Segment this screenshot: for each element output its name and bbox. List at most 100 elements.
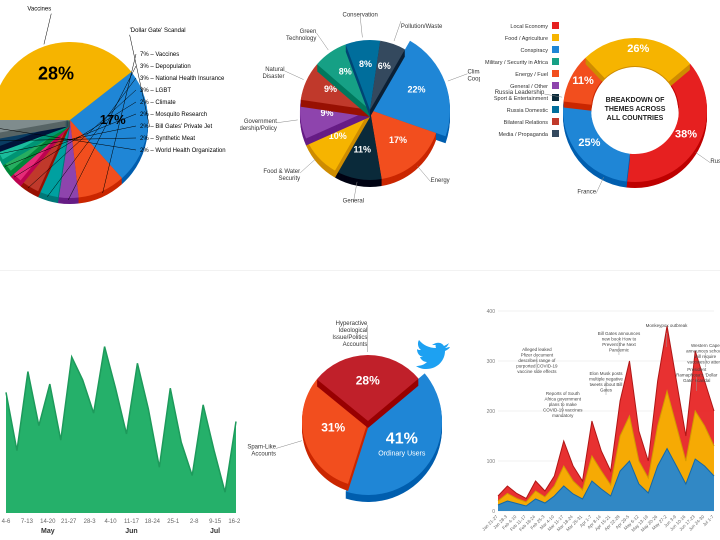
svg-text:Media / Propaganda: Media / Propaganda [498,132,548,138]
svg-text:28-3: 28-3 [84,519,97,525]
svg-text:Security: Security [278,176,300,182]
svg-text:17%: 17% [389,135,407,145]
svg-text:vaccines to attend: vaccines to attend [687,360,720,365]
svg-text:28%: 28% [356,374,380,388]
svg-text:300: 300 [487,359,496,365]
svg-text:Accounts: Accounts [343,342,368,348]
svg-text:400: 400 [487,309,496,315]
svg-text:Bill Gates announces: Bill Gates announces [598,331,641,336]
svg-text:2% – Mosquito Research: 2% – Mosquito Research [140,112,207,118]
themes-donut: Local EconomyFood / AgricultureConspirac… [480,0,720,270]
svg-text:Russia: Russia [710,159,720,165]
svg-text:Ideological: Ideological [339,328,368,334]
svg-text:Russia Domestic: Russia Domestic [507,108,549,114]
svg-text:BREAKDOWN OF: BREAKDOWN OF [606,97,665,104]
svg-text:Leadership/Policy: Leadership/Policy [240,126,277,132]
svg-text:Local Economy: Local Economy [510,24,548,30]
svg-text:Vaccines: Vaccines [27,7,51,13]
svg-text:9-15: 9-15 [209,519,222,525]
svg-text:11%: 11% [354,145,372,155]
svg-text:3% – National Health Insurance: 3% – National Health Insurance [140,76,225,82]
svg-text:Africa government: Africa government [545,397,582,402]
svg-text:Jun: Jun [125,528,137,535]
svg-text:Monkeypox outbreak: Monkeypox outbreak [646,323,689,328]
svg-text:2% – World Health Organization: 2% – World Health Organization [140,148,226,154]
svg-text:Cooperation: Cooperation [467,77,480,83]
svg-text:Military / Security in Africa: Military / Security in Africa [485,60,549,66]
svg-text:26%: 26% [627,43,649,55]
svg-text:multiple negative: multiple negative [589,377,623,382]
climate-pie: 22%ClimateCooperation17%Energy11%General… [240,0,480,270]
svg-text:President: President [687,367,707,372]
svg-text:Food & Water: Food & Water [263,169,300,175]
svg-text:new book How to: new book How to [602,337,637,342]
svg-text:14-20: 14-20 [40,519,56,525]
svg-text:Ordinary Users: Ordinary Users [378,451,426,458]
svg-text:25-1: 25-1 [167,519,180,525]
svg-text:Climate: Climate [467,70,480,76]
svg-text:THEMES ACROSS: THEMES ACROSS [605,106,666,113]
svg-text:200: 200 [487,409,496,415]
svg-text:38%: 38% [675,129,697,141]
svg-text:7-13: 7-13 [21,519,34,525]
svg-text:May: May [41,528,55,535]
green-area: 4-67-1314-2021-2728-34-1011-1718-2425-12… [0,271,240,540]
svg-text:7% – Vaccines: 7% – Vaccines [140,52,179,58]
svg-text:Jul: Jul [210,528,220,535]
svg-text:Pollution/Waste: Pollution/Waste [401,24,443,30]
svg-text:Conspiracy: Conspiracy [520,48,548,54]
svg-text:2% – Climate: 2% – Climate [140,100,176,106]
svg-text:vaccine side effects: vaccine side effects [517,369,557,374]
users-pie: 41%Ordinary Users31%Spam-LikeAccounts28%… [240,271,480,540]
svg-text:Technology: Technology [286,36,316,42]
svg-text:2% – Synthetic Meat: 2% – Synthetic Meat [140,136,195,142]
svg-text:16-22: 16-22 [228,519,240,525]
svg-text:11%: 11% [572,75,594,87]
svg-text:4-6: 4-6 [2,519,11,525]
svg-text:Government: Government [244,119,277,125]
svg-text:Pandemic: Pandemic [609,348,630,353]
svg-text:Elon Musk posts: Elon Musk posts [589,371,623,376]
svg-text:Pfizer document: Pfizer document [521,353,554,358]
svg-text:41%: 41% [386,431,418,448]
svg-text:4-10: 4-10 [105,519,118,525]
svg-text:ALL COUNTRIES: ALL COUNTRIES [607,115,664,122]
svg-text:Jul 1-7: Jul 1-7 [702,514,715,527]
svg-text:22%: 22% [407,85,425,95]
svg-text:Ramaphosa's 'Dollar: Ramaphosa's 'Dollar [676,373,718,378]
svg-text:Sport & Entertainment: Sport & Entertainment [494,96,549,102]
svg-text:21-27: 21-27 [61,519,77,525]
svg-text:Bilateral Relations: Bilateral Relations [504,120,549,126]
svg-text:Russia Leadership: Russia Leadership [495,90,545,96]
svg-text:Energy / Fuel: Energy / Fuel [515,72,548,78]
svg-text:3% – LGBT: 3% – LGBT [140,88,171,94]
svg-text:Energy: Energy [431,178,450,184]
svg-text:31%: 31% [321,420,345,434]
svg-text:8%: 8% [339,66,352,76]
svg-text:11-17: 11-17 [124,519,140,525]
svg-text:Prevent the Next: Prevent the Next [602,342,636,347]
svg-text:2% – Bill Gates' Private Jet: 2% – Bill Gates' Private Jet [140,124,213,130]
svg-text:8%: 8% [359,59,372,69]
svg-text:6%: 6% [378,61,391,71]
svg-text:announces schools: announces schools [686,349,720,354]
svg-text:'Dollar Gate' Scandal: 'Dollar Gate' Scandal [130,28,186,34]
svg-text:Conservation: Conservation [342,13,377,19]
svg-text:Accounts: Accounts [251,451,276,457]
svg-text:25%: 25% [578,137,600,149]
svg-text:2-8: 2-8 [190,519,199,525]
svg-text:Natural: Natural [265,67,284,73]
svg-text:Reports of South: Reports of South [546,391,580,396]
svg-text:France: France [577,189,596,195]
svg-text:100: 100 [487,459,496,465]
svg-text:Gates: Gates [600,388,613,393]
vaccines-pie: 28%Vaccines17%'Dollar Gate' Scandal7% – … [0,0,240,270]
svg-text:Alleged leaked: Alleged leaked [522,347,552,352]
svg-text:Disaster: Disaster [263,74,285,80]
svg-text:Issue/Politics: Issue/Politics [332,335,367,341]
svg-text:COVID-19 vaccines: COVID-19 vaccines [543,408,583,413]
svg-text:Spam-Like: Spam-Like [247,444,276,450]
svg-text:3% – Depopulation: 3% – Depopulation [140,64,191,70]
svg-text:Western Cape: Western Cape [691,343,720,348]
svg-text:Hyperactive: Hyperactive [336,321,368,327]
